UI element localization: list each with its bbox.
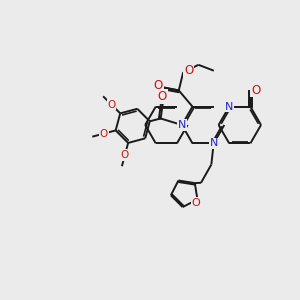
Text: O: O — [192, 198, 200, 208]
Text: O: O — [251, 84, 260, 97]
Text: O: O — [100, 129, 108, 139]
Text: O: O — [158, 90, 167, 103]
Text: O: O — [121, 150, 129, 160]
Text: N: N — [225, 102, 233, 112]
Text: O: O — [184, 64, 193, 77]
Text: O: O — [107, 100, 116, 110]
Text: N: N — [178, 120, 186, 130]
Text: O: O — [154, 79, 163, 92]
Text: N: N — [209, 138, 218, 148]
